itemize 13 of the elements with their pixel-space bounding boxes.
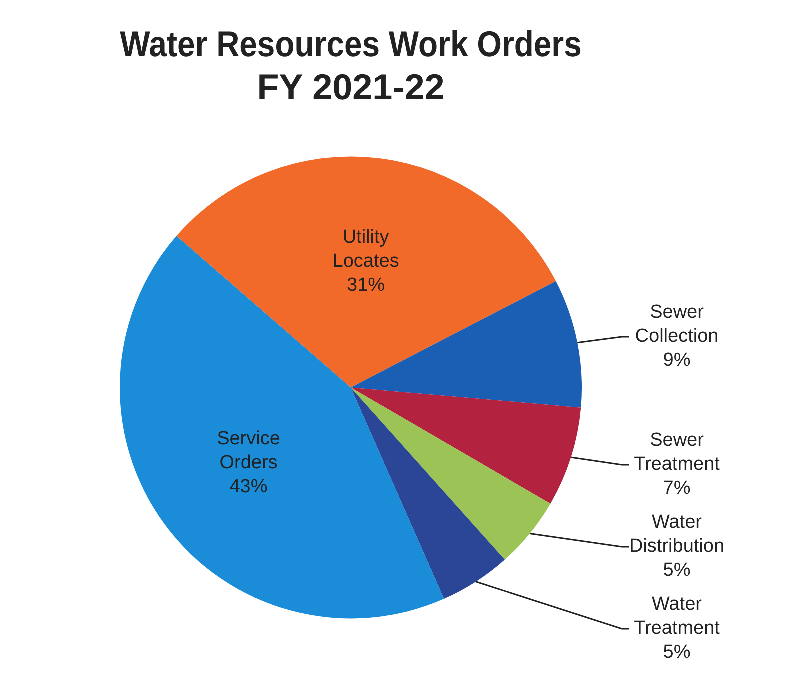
data-label: 5% [663,560,691,582]
data-label: 43% [230,476,268,498]
chart-title: Water Resources Work Orders FY 2021-22 [120,24,582,108]
slice-label: Utility Locates [332,226,400,272]
data-label: 5% [663,642,691,664]
slice-label: Water Distribution [629,512,725,558]
data-label: 9% [663,350,691,372]
slice-label: Sewer Treatment [634,430,721,476]
slice-label: Sewer Collection [635,302,719,348]
slice-label: Service Orders [217,428,280,474]
data-label: 7% [663,478,691,500]
data-label: 31% [347,274,386,296]
slice-label: Water Treatment [634,594,721,640]
